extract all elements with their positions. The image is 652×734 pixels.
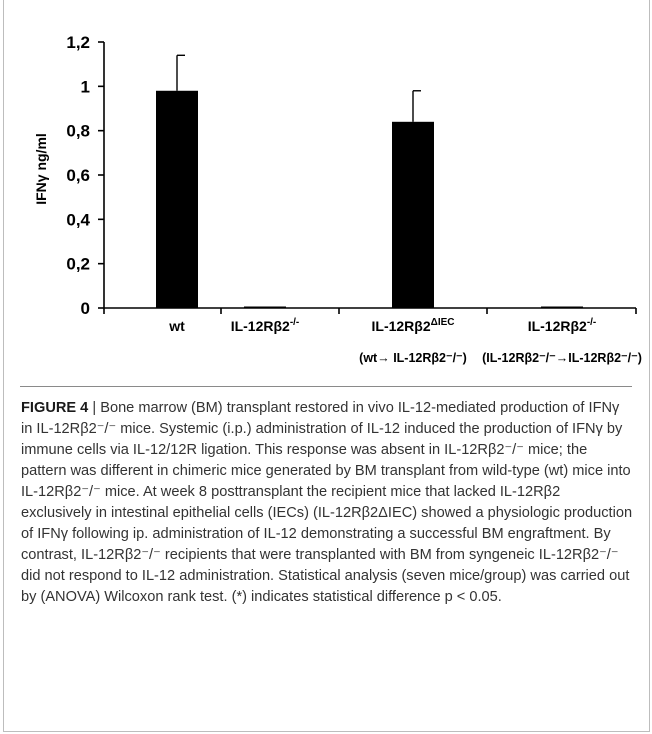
y-tick-label: 1 — [81, 77, 90, 96]
bar-chart: 0 0,2 0,4 0,6 0,8 1 1,2 wt IL-12Rβ2-/- IL-12Rβ2Δ… — [33, 33, 642, 365]
chart-bars — [156, 54, 583, 309]
y-tick-label: 1,2 — [66, 33, 90, 52]
x-category-label: IL-12Rβ2-/- — [231, 317, 300, 334]
x-category-labels: wt IL-12Rβ2-/- IL-12Rβ2ΔIEC (wt→ IL-12Rβ2⁻/… — [168, 317, 642, 365]
figure-caption: FIGURE 4 | Bone marrow (BM) transplant r… — [21, 398, 633, 608]
bar — [392, 121, 434, 308]
x-category-label: IL-12Rβ2-/- — [528, 317, 597, 334]
x-category-label: IL-12Rβ2ΔIEC — [372, 317, 455, 334]
figure-frame — [3, 0, 650, 732]
y-tick-label: 0 — [81, 299, 90, 318]
bar — [541, 306, 583, 308]
y-tick-labels: 0 0,2 0,4 0,6 0,8 1 1,2 — [66, 33, 90, 318]
y-tick-label: 0,6 — [66, 166, 90, 185]
x-category-sublabel: (wt→ IL-12Rβ2⁻/⁻) — [359, 351, 467, 365]
y-axis-label: IFNγ ng/ml — [33, 133, 49, 205]
y-tick-label: 0,8 — [66, 122, 90, 141]
figure-label: FIGURE 4 — [21, 400, 89, 416]
x-category-label: wt — [168, 318, 185, 334]
caption-text: Bone marrow (BM) transplant restored in … — [21, 400, 633, 605]
y-tick-label: 0,2 — [66, 255, 90, 274]
bar — [156, 90, 198, 309]
caption-divider — [20, 386, 632, 387]
bar — [244, 306, 286, 308]
y-tick-label: 0,4 — [66, 210, 90, 229]
caption-separator: | — [88, 400, 101, 416]
x-category-sublabel: (IL-12Rβ2⁻/⁻→IL-12Rβ2⁻/⁻) — [482, 351, 642, 365]
